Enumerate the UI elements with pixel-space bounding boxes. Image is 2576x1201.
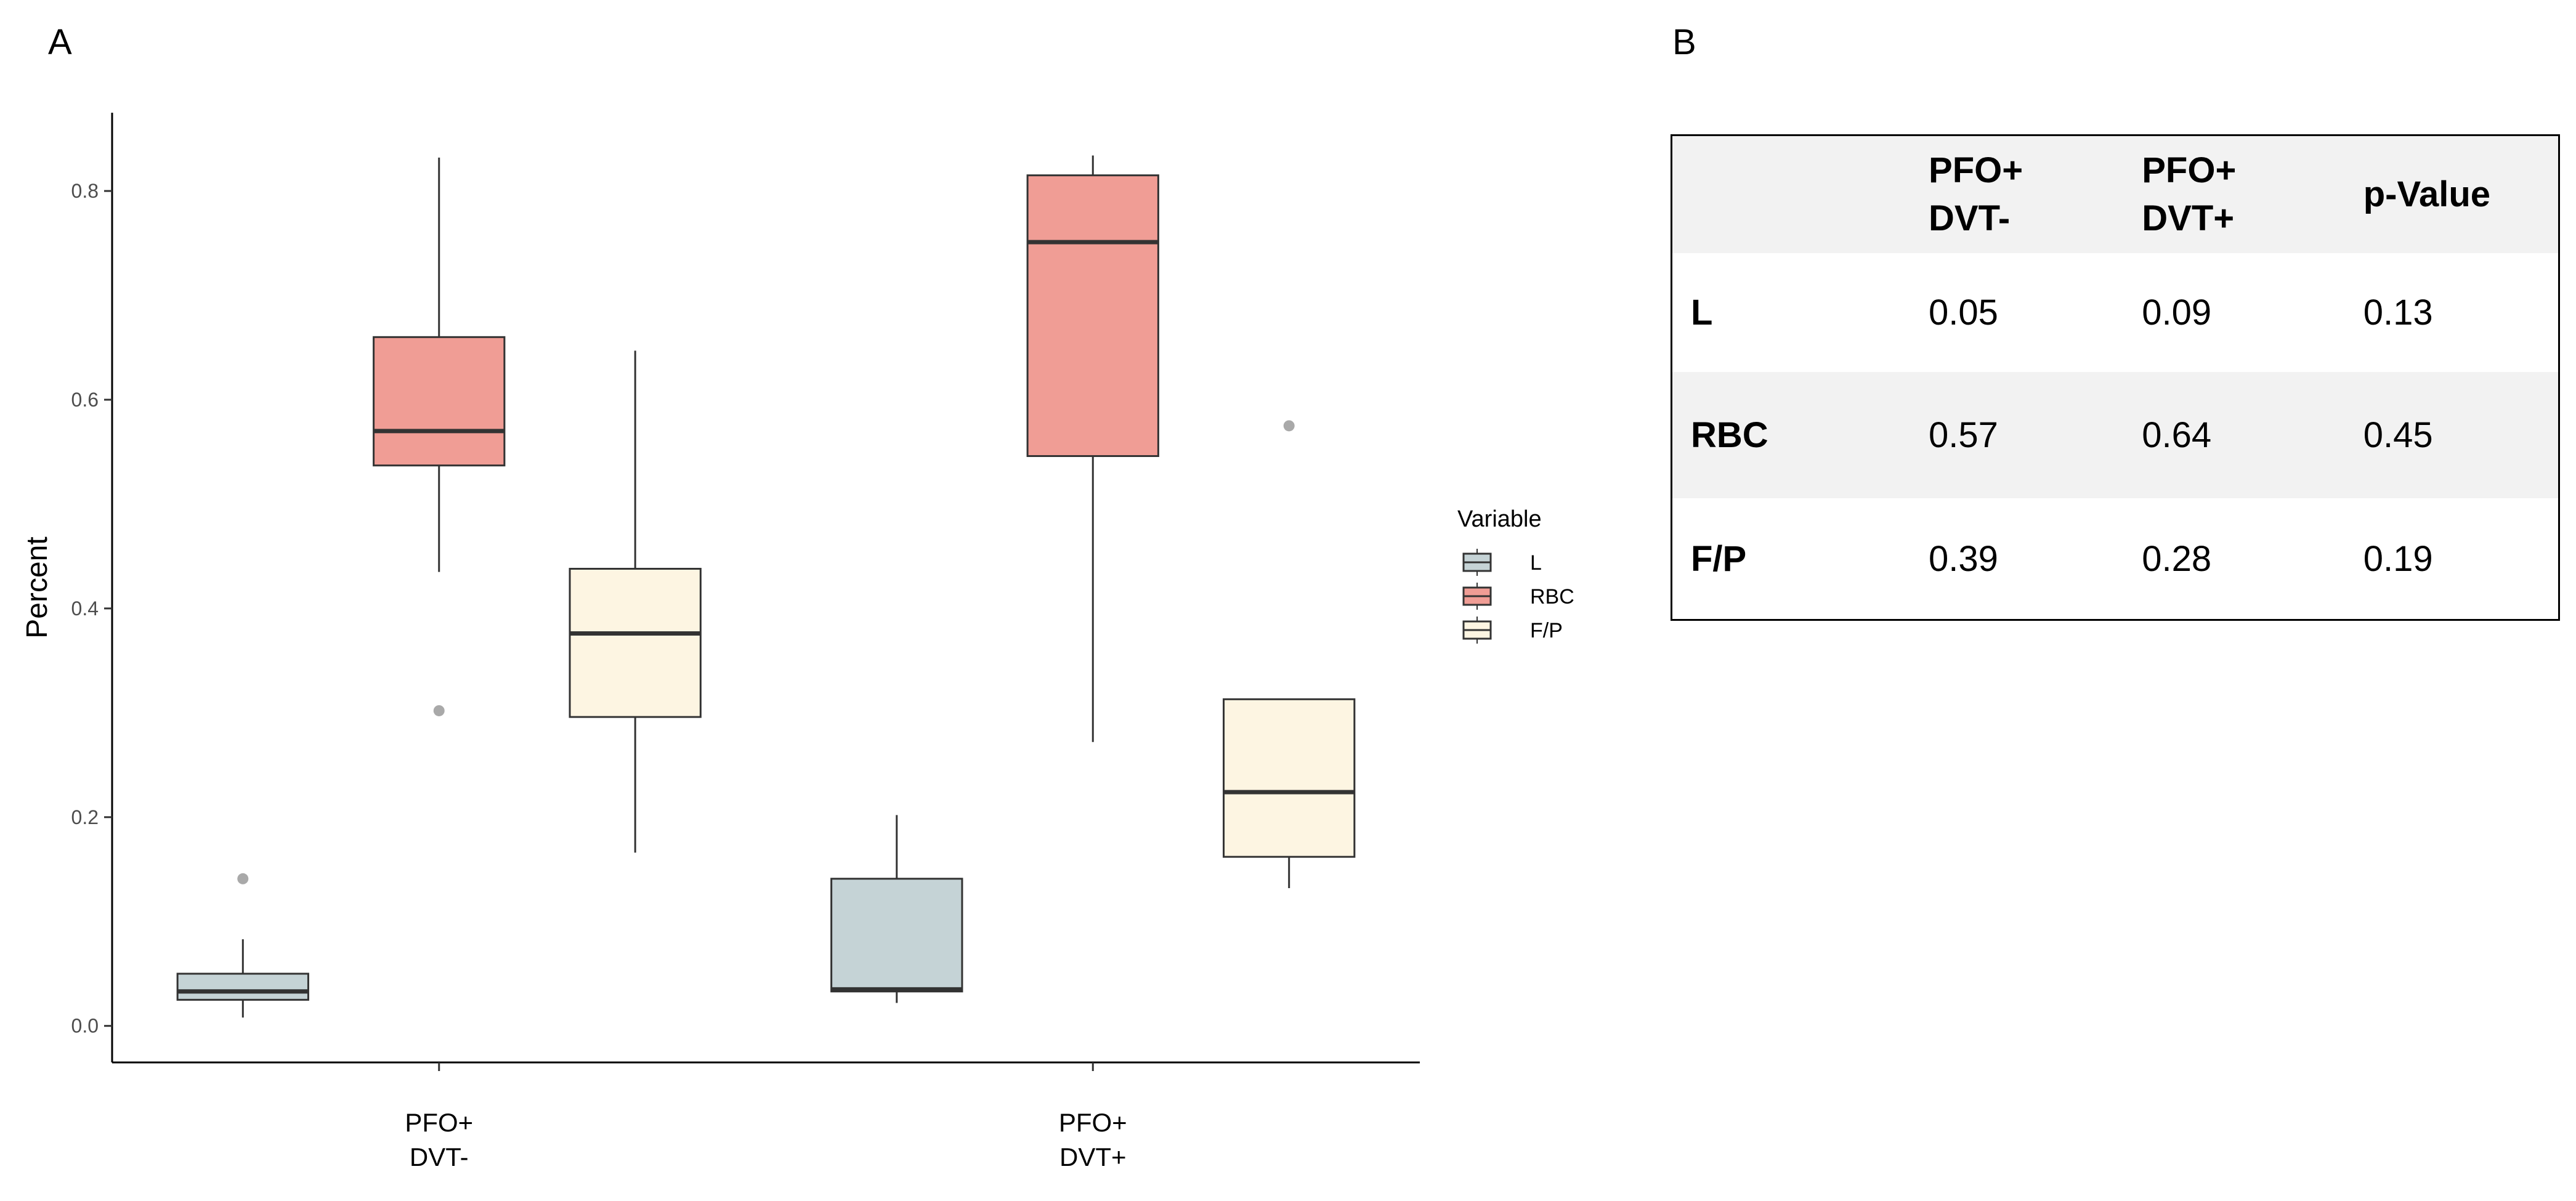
y-tick-label: 0.6 (71, 389, 99, 411)
box-L (830, 878, 963, 993)
table-cell: 0.64 (2142, 415, 2212, 455)
x-tick-label: PFO+ DVT+ (1059, 1108, 1127, 1171)
panel-label-a: A (48, 22, 72, 62)
table-row: L 0.05 0.09 0.13 (1672, 253, 2558, 372)
table-row-label: L (1691, 293, 1713, 333)
table-header-line: DVT+ (2142, 198, 2235, 238)
table-header-line: p-Value (2363, 174, 2491, 214)
table-row-label: RBC (1691, 415, 1768, 455)
table-cell: 0.19 (2363, 538, 2433, 579)
table-header-line: PFO+ (2142, 150, 2237, 190)
y-tick-label: 0.4 (71, 597, 99, 620)
table-header-col: p-Value (2345, 136, 2558, 253)
table-row-label: F/P (1691, 538, 1747, 579)
table-header-line: DVT- (1929, 198, 2011, 238)
legend-label: RBC (1530, 585, 1574, 609)
box-RBC (1026, 174, 1159, 457)
outlier-point (433, 705, 445, 716)
legend-label: F/P (1530, 619, 1563, 642)
legend-title: Variable (1457, 506, 1542, 532)
box-RBC (373, 336, 506, 467)
table-cell: 0.05 (1929, 293, 1998, 333)
summary-table: PFO+ DVT- PFO+ DVT+ p-Value L 0.05 0.09 … (1672, 136, 2558, 619)
table-header-col: PFO+ DVT- (1910, 136, 2123, 253)
x-tick-label-line: PFO+ (405, 1108, 473, 1137)
y-tick-label: 0.2 (71, 806, 99, 828)
y-axis-title: Percent (21, 536, 54, 638)
table-cell: 0.28 (2142, 538, 2212, 579)
y-tick-label: 0.0 (71, 1015, 99, 1037)
table-cell: 0.39 (1929, 538, 1998, 579)
table-header-blank (1672, 136, 1910, 253)
box-FP (1223, 698, 1356, 858)
table-cell: 0.13 (2363, 293, 2433, 333)
outlier-point (1283, 420, 1295, 432)
x-tick-label-line: DVT- (410, 1142, 469, 1171)
table-header-line: PFO+ (1929, 150, 2023, 190)
y-tick-label: 0.8 (71, 180, 99, 202)
x-tick-label-line: DVT+ (1059, 1142, 1127, 1171)
x-tick-label: PFO+ DVT- (405, 1108, 473, 1171)
summary-table-panel: PFO+ DVT- PFO+ DVT+ p-Value L 0.05 0.09 … (1671, 134, 2560, 621)
table-row: F/P 0.39 0.28 0.19 (1672, 498, 2558, 619)
table-cell: 0.57 (1929, 415, 1998, 455)
outlier-point (237, 873, 249, 884)
box-L (176, 973, 309, 1001)
table-header-row: PFO+ DVT- PFO+ DVT+ p-Value (1672, 136, 2558, 253)
legend-label: L (1530, 551, 1542, 575)
table-cell: 0.09 (2142, 293, 2212, 333)
table-header-col: PFO+ DVT+ (2123, 136, 2345, 253)
box-FP (569, 567, 702, 718)
table-row: RBC 0.57 0.64 0.45 (1672, 372, 2558, 498)
panel-label-b: B (1672, 22, 1696, 62)
x-tick-label-line: PFO+ (1059, 1108, 1127, 1137)
table-cell: 0.45 (2363, 415, 2433, 455)
